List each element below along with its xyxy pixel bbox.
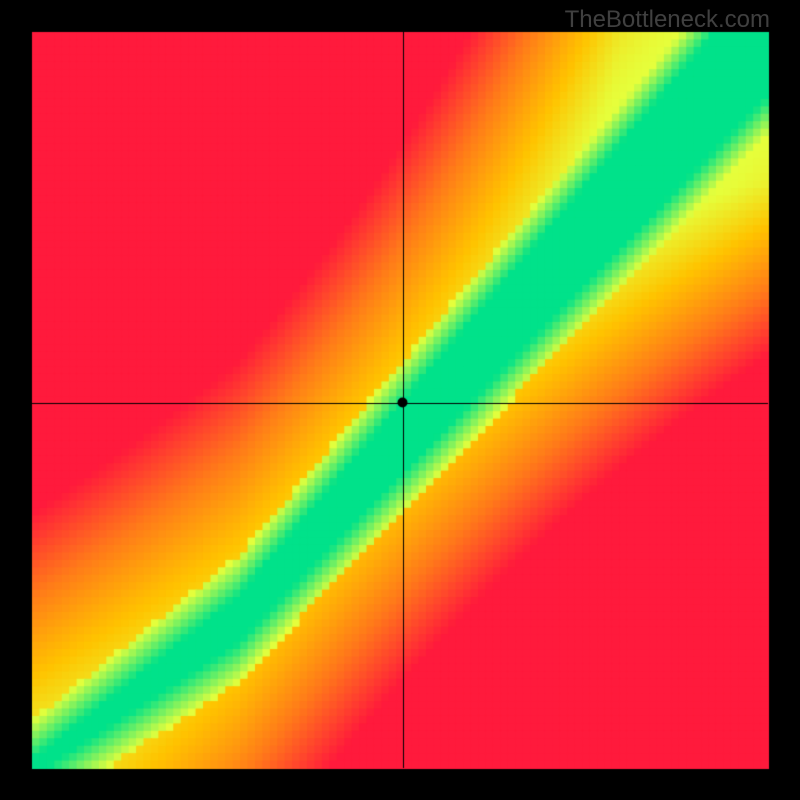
watermark-text: TheBottleneck.com — [565, 6, 770, 34]
bottleneck-heatmap — [0, 0, 800, 800]
